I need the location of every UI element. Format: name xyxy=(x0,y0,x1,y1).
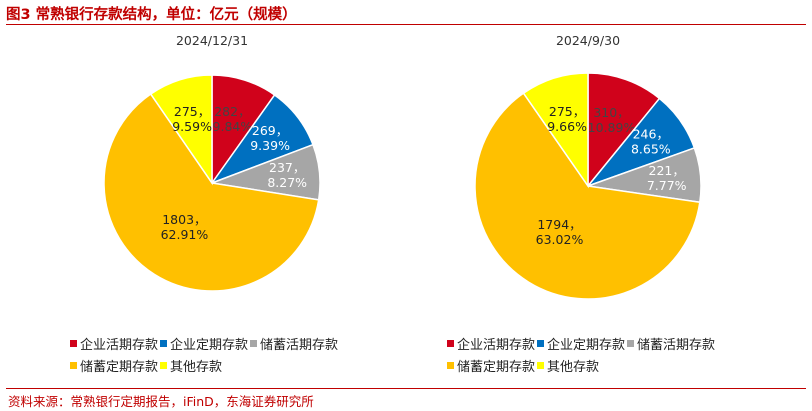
legend-entry: 企业定期存款 xyxy=(160,334,248,353)
data-label: 269， 9.39% xyxy=(250,123,290,153)
legend-swatch xyxy=(537,361,545,369)
data-label: 237， 8.27% xyxy=(267,160,307,190)
pie-slice xyxy=(474,92,701,300)
data-label: 1803， 62.91% xyxy=(161,212,209,242)
figure-title: 图3 常熟银行存款结构，单位：亿元（规模） xyxy=(6,7,297,23)
legend-entry: 其他存款 xyxy=(160,356,222,375)
legend-label: 其他存款 xyxy=(170,359,223,375)
legend-swatch xyxy=(250,339,258,347)
data-label: 221， 7.77% xyxy=(647,163,687,193)
legend-swatch xyxy=(70,361,77,369)
data-label: 275， 9.66% xyxy=(547,104,587,134)
legend-entry: 其他存款 xyxy=(537,356,599,375)
legend-row: 储蓄定期存款 其他存款 xyxy=(70,354,340,376)
chart-2-title: 2024/9/30 xyxy=(555,33,621,48)
legend-label: 储蓄定期存款 xyxy=(80,359,159,375)
legend-row: 企业活期存款 企业定期存款 储蓄活期存款 xyxy=(447,332,717,354)
data-label: 282， 9.84% xyxy=(213,104,253,134)
legend-label: 企业活期存款 xyxy=(457,337,536,353)
pie-slice xyxy=(103,92,320,292)
legend-entry: 储蓄定期存款 xyxy=(447,356,535,375)
legend-entry: 储蓄定期存款 xyxy=(70,356,158,375)
legend-label: 企业活期存款 xyxy=(80,337,159,353)
legend-label: 其他存款 xyxy=(547,359,600,375)
legend-label: 储蓄活期存款 xyxy=(260,337,339,353)
legend-label: 储蓄定期存款 xyxy=(457,359,536,375)
legend-entry: 企业定期存款 xyxy=(537,334,625,353)
legend-label: 储蓄活期存款 xyxy=(637,337,716,353)
chart-1-title: 2024/12/31 xyxy=(175,33,249,48)
data-label: 310， 10.89% xyxy=(588,105,636,135)
legend-swatch xyxy=(537,339,545,347)
legend-entry: 储蓄活期存款 xyxy=(627,334,715,353)
legend-swatch xyxy=(447,339,454,347)
data-label: 246， 8.65% xyxy=(631,127,671,157)
legend-label: 企业定期存款 xyxy=(170,337,249,353)
legend-entry: 企业活期存款 xyxy=(70,334,158,353)
legend-entry: 储蓄活期存款 xyxy=(250,334,338,353)
data-label: 275， 9.59% xyxy=(172,104,212,134)
legend-label: 企业定期存款 xyxy=(547,337,626,353)
legend-swatch xyxy=(160,361,168,369)
source-note: 资料来源：常熟银行定期报告，iFinD，东海证券研究所 xyxy=(8,394,314,409)
title-divider xyxy=(6,24,806,25)
legend-entry: 企业活期存款 xyxy=(447,334,535,353)
pie-slice xyxy=(587,72,661,189)
footer-divider xyxy=(6,388,806,389)
chart-1-legend: 企业活期存款 企业定期存款 储蓄活期存款 储蓄定期存款 其他存款 xyxy=(70,332,340,376)
data-label: 1794， 63.02% xyxy=(536,217,584,247)
legend-swatch xyxy=(627,339,635,347)
legend-row: 企业活期存款 企业定期存款 储蓄活期存款 xyxy=(70,332,340,354)
pie-slice xyxy=(522,72,589,189)
chart-2-legend: 企业活期存款 企业定期存款 储蓄活期存款 储蓄定期存款 其他存款 xyxy=(447,332,717,376)
legend-swatch xyxy=(447,361,454,369)
legend-swatch xyxy=(160,339,168,347)
pie-slice xyxy=(149,74,213,186)
legend-swatch xyxy=(70,339,77,347)
legend-row: 储蓄定期存款 其他存款 xyxy=(447,354,717,376)
